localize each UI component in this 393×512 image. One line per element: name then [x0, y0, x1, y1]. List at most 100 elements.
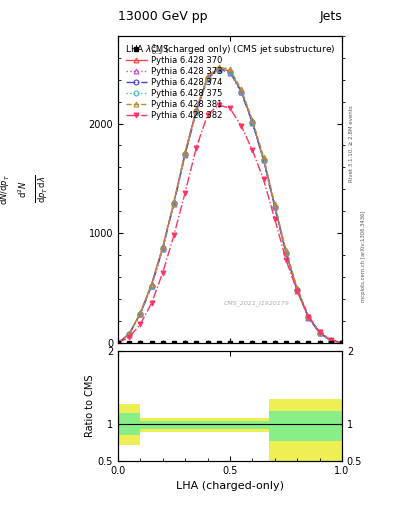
Pythia 6.428 373	[329, 338, 333, 344]
Line: CMS: CMS	[116, 340, 344, 345]
Pythia 6.428 370	[284, 249, 288, 255]
Pythia 6.428 374	[329, 337, 333, 344]
Pythia 6.428 370	[295, 286, 299, 292]
Pythia 6.428 375	[284, 250, 288, 256]
Pythia 6.428 381	[284, 247, 288, 253]
Pythia 6.428 375	[183, 151, 187, 157]
Pythia 6.428 373	[295, 288, 299, 294]
CMS	[138, 339, 143, 346]
Pythia 6.428 375	[194, 109, 198, 115]
Pythia 6.428 373	[127, 332, 131, 338]
Pythia 6.428 381	[272, 201, 277, 207]
Pythia 6.428 373	[216, 67, 221, 73]
Pythia 6.428 370	[183, 150, 187, 156]
Pythia 6.428 381	[250, 117, 255, 123]
Pythia 6.428 381	[295, 285, 299, 291]
Pythia 6.428 373	[340, 339, 344, 346]
Line: Pythia 6.428 370: Pythia 6.428 370	[116, 66, 344, 345]
Pythia 6.428 370	[239, 88, 244, 94]
Pythia 6.428 381	[116, 340, 120, 346]
Pythia 6.428 382	[329, 336, 333, 343]
Pythia 6.428 375	[329, 337, 333, 344]
Pythia 6.428 374	[317, 330, 322, 336]
Pythia 6.428 370	[306, 313, 311, 319]
Pythia 6.428 382	[317, 329, 322, 335]
Bar	[140, 421, 269, 429]
Pythia 6.428 374	[295, 287, 299, 293]
Pythia 6.428 370	[172, 199, 176, 205]
Pythia 6.428 381	[160, 244, 165, 250]
Pythia 6.428 370	[194, 108, 198, 114]
Pythia 6.428 382	[239, 123, 244, 129]
Pythia 6.428 374	[284, 250, 288, 256]
Pythia 6.428 370	[138, 310, 143, 316]
Pythia 6.428 374	[183, 151, 187, 157]
Pythia 6.428 374	[116, 340, 120, 346]
Bar	[269, 399, 342, 461]
Pythia 6.428 373	[183, 152, 187, 158]
Pythia 6.428 375	[149, 283, 154, 289]
CMS	[284, 339, 288, 346]
CMS	[149, 339, 154, 346]
Pythia 6.428 382	[116, 340, 120, 346]
Pythia 6.428 382	[160, 270, 165, 276]
Text: CMS_2021_I1920179: CMS_2021_I1920179	[224, 301, 290, 306]
Pythia 6.428 373	[239, 89, 244, 95]
CMS	[272, 339, 277, 346]
Line: Pythia 6.428 382: Pythia 6.428 382	[116, 102, 344, 345]
Legend: CMS, Pythia 6.428 370, Pythia 6.428 373, Pythia 6.428 374, Pythia 6.428 375, Pyt: CMS, Pythia 6.428 370, Pythia 6.428 373,…	[124, 43, 224, 122]
Pythia 6.428 373	[160, 246, 165, 252]
Pythia 6.428 381	[205, 73, 210, 79]
CMS	[239, 339, 244, 346]
Text: mcplots.cern.ch [arXiv:1306.3436]: mcplots.cern.ch [arXiv:1306.3436]	[361, 210, 366, 302]
Pythia 6.428 374	[239, 89, 244, 95]
Pythia 6.428 382	[172, 232, 176, 239]
Pythia 6.428 373	[250, 120, 255, 126]
Line: Pythia 6.428 373: Pythia 6.428 373	[116, 68, 344, 345]
Pythia 6.428 373	[149, 283, 154, 289]
Pythia 6.428 382	[205, 112, 210, 118]
Text: Jets: Jets	[319, 10, 342, 23]
CMS	[216, 339, 221, 346]
Pythia 6.428 381	[306, 312, 311, 318]
Pythia 6.428 373	[194, 109, 198, 115]
Pythia 6.428 375	[228, 69, 232, 75]
Pythia 6.428 373	[306, 314, 311, 321]
CMS	[306, 339, 311, 346]
Pythia 6.428 374	[261, 157, 266, 163]
Pythia 6.428 374	[205, 75, 210, 81]
Pythia 6.428 374	[127, 331, 131, 337]
Line: Pythia 6.428 381: Pythia 6.428 381	[116, 65, 344, 345]
Pythia 6.428 375	[340, 339, 344, 346]
Y-axis label: Ratio to CMS: Ratio to CMS	[85, 375, 95, 437]
Pythia 6.428 381	[340, 339, 344, 346]
Pythia 6.428 382	[272, 216, 277, 222]
Pythia 6.428 370	[205, 74, 210, 80]
Pythia 6.428 370	[317, 329, 322, 335]
CMS	[295, 339, 299, 346]
CMS	[160, 339, 165, 346]
Pythia 6.428 381	[329, 337, 333, 344]
CMS	[250, 339, 255, 346]
CMS	[340, 339, 344, 346]
Pythia 6.428 374	[272, 204, 277, 210]
Pythia 6.428 381	[183, 149, 187, 155]
Pythia 6.428 375	[172, 201, 176, 207]
Pythia 6.428 382	[295, 288, 299, 294]
Pythia 6.428 382	[261, 177, 266, 183]
Pythia 6.428 382	[250, 147, 255, 153]
Pythia 6.428 374	[340, 339, 344, 346]
Pythia 6.428 370	[149, 282, 154, 288]
Y-axis label: 1
$\overline{\mathrm{d}N/\mathrm{d}p_T}$
$\mathrm{d}^2N$
$\overline{\mathrm{d}p_: 1 $\overline{\mathrm{d}N/\mathrm{d}p_T}$…	[0, 174, 50, 205]
CMS	[127, 339, 131, 346]
Pythia 6.428 370	[127, 331, 131, 337]
Pythia 6.428 373	[116, 340, 120, 346]
Bar	[118, 413, 140, 435]
Pythia 6.428 382	[138, 321, 143, 327]
Pythia 6.428 381	[172, 199, 176, 205]
CMS	[261, 339, 266, 346]
Pythia 6.428 374	[250, 119, 255, 125]
Pythia 6.428 370	[329, 337, 333, 344]
CMS	[183, 339, 187, 346]
Pythia 6.428 382	[340, 339, 344, 346]
